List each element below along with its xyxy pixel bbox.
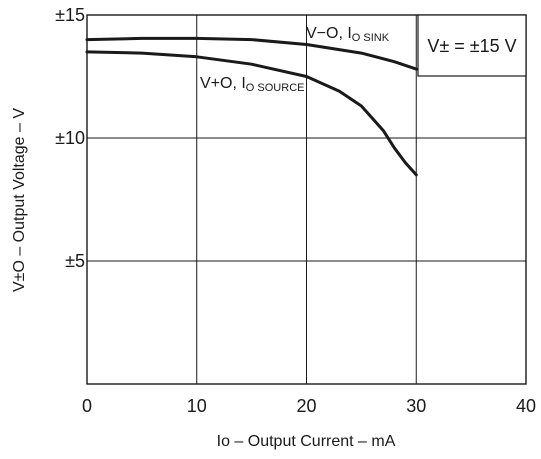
svg-text:V+O, IO SOURCE: V+O, IO SOURCE [200,75,304,94]
plot-frame [86,14,527,385]
series-line-source [85,50,418,177]
y-tick-label-0: ±5 [65,251,85,271]
x-axis-label: Io – Output Current – mA [217,433,396,450]
y-axis-label: V±O – Output Voltage – V [11,108,28,292]
x-tick-label-20: 20 [296,396,316,416]
x-tick-label-10: 10 [187,396,207,416]
svg-text:V−O, IO SINK: V−O, IO SINK [306,25,390,44]
data-curves [85,36,418,177]
annotation-box [417,14,527,77]
x-tick-label-40: 40 [516,396,536,416]
supply-voltage-note: V± = ±15 V [427,36,516,56]
y-tick-label-2: ±15 [55,5,85,25]
x-tick-label-30: 30 [406,396,426,416]
series-label-source-main: V+O, I [200,75,246,92]
plot-border [86,14,527,385]
series-line-sink [85,36,418,71]
y-tick-label-1: ±10 [55,128,85,148]
series-label-source: V+O, IO SOURCE [200,75,304,94]
tick-labels: 0 10 20 30 40 ±5 ±10 ±15 [55,5,536,416]
series-label-sink-sub: O SINK [352,32,390,44]
series-label-source-sub: O SOURCE [246,82,305,94]
series-label-sink: V−O, IO SINK [306,25,390,44]
x-tick-label-0: 0 [82,396,92,416]
series-label-sink-main: V−O, I [306,25,352,42]
